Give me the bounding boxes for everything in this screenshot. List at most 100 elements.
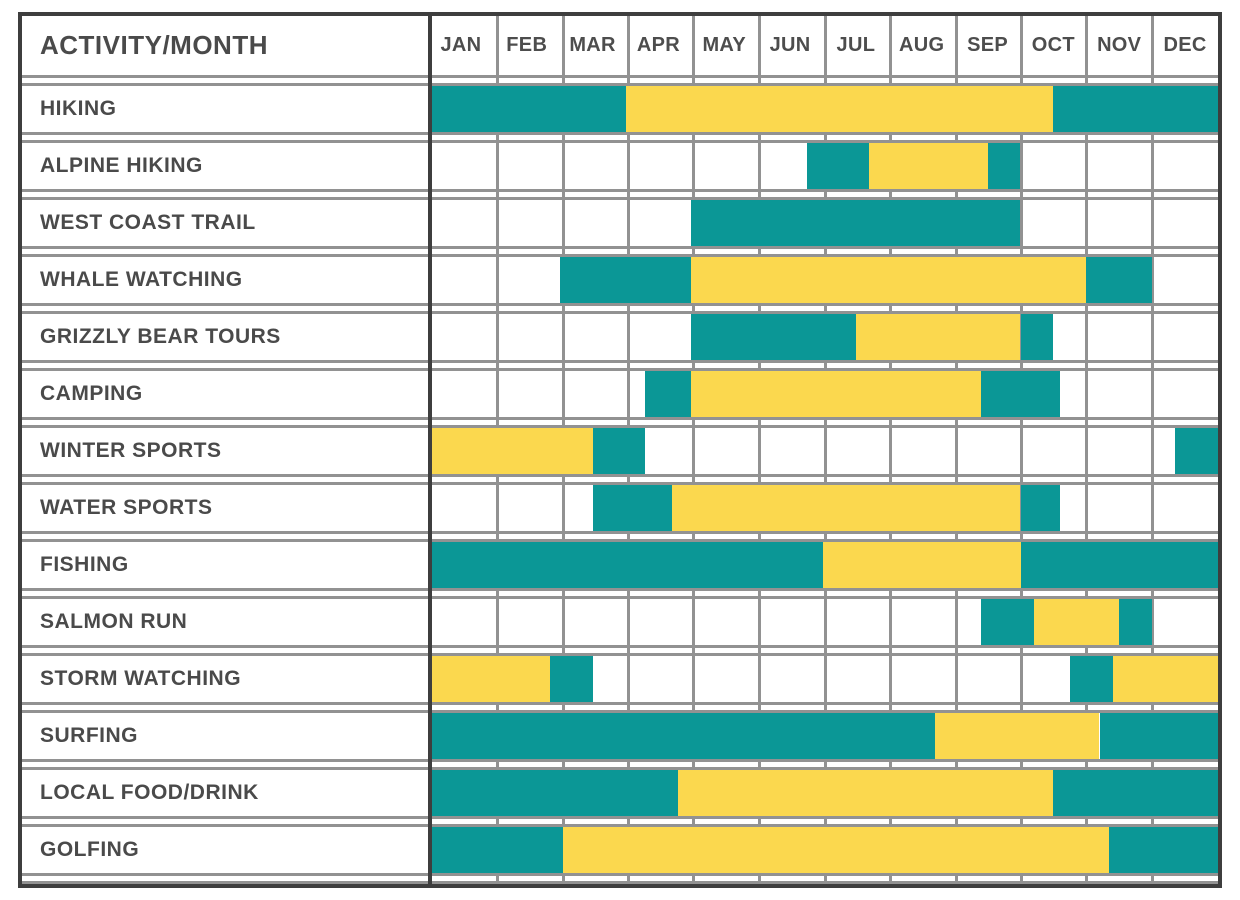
season-bar-teal [806,143,870,189]
row-separator [22,303,1218,314]
activity-row: ALPINE HIKING [22,143,1218,189]
season-bar-teal [691,200,1021,246]
separator-line [22,539,1218,542]
activity-label: WEST COAST TRAIL [40,211,256,234]
activity-row: WATER SPORTS [22,485,1218,531]
month-header-jan: JAN [440,34,482,56]
season-bar-teal [1109,827,1218,873]
separator-line [22,759,1218,762]
season-bar-yellow [855,314,1021,360]
season-bar-teal [1053,86,1218,132]
season-bar-teal [1020,542,1218,588]
activity-label: SALMON RUN [40,610,188,633]
row-separator [22,75,1218,86]
season-bar-teal [691,314,856,360]
season-bar-teal [428,770,679,816]
activity-label: SURFING [40,724,138,747]
season-bar-teal [428,713,935,759]
separator-line [22,425,1218,428]
season-bar-teal [1069,656,1113,702]
separator-line [22,360,1218,363]
activity-row: WINTER SPORTS [22,428,1218,474]
separator-line [22,311,1218,314]
month-header-jul: JUL [836,34,876,56]
season-bar-yellow [428,656,550,702]
row-separator [22,246,1218,257]
activity-label: WHALE WATCHING [40,268,243,291]
header-row: ACTIVITY/MONTH JAN FEB MAR APR MAY JUN JUL AUG S… [22,16,1218,75]
month-header-sep: SEP [967,34,1008,56]
season-bar-teal [1086,257,1153,303]
season-bar-yellow [691,257,1087,303]
activity-row: WHALE WATCHING [22,257,1218,303]
month-headers: JAN FEB MAR APR MAY JUN JUL AUG SEP OCT NOV DEC [428,16,1218,75]
month-header-aug: AUG [899,34,945,56]
activity-label: LOCAL FOOD/DRINK [40,781,259,804]
activity-label: HIKING [40,97,117,120]
season-bar-yellow [562,827,1110,873]
separator-line [22,702,1218,705]
activity-label: WINTER SPORTS [40,439,222,462]
season-bar-teal [428,86,626,132]
season-bar-teal [645,371,692,417]
column-divider [428,16,432,884]
separator-line [22,824,1218,827]
season-bar-teal [981,599,1034,645]
row-separator [22,132,1218,143]
activity-row: CAMPING [22,371,1218,417]
row-separator [22,417,1218,428]
months-cell [428,713,1218,759]
season-bar-teal [1175,428,1218,474]
separator-line [22,246,1218,249]
separator-line [22,197,1218,200]
month-header-jun: JUN [769,34,811,56]
separator-line [22,132,1218,135]
row-separator [22,474,1218,485]
table-body: HIKING ALPINE HIKING WEST COAST TRAIL WHALE… [22,75,1218,884]
activity-row: STORM WATCHING [22,656,1218,702]
season-bar-yellow [934,713,1100,759]
separator-line [22,653,1218,656]
months-cell [428,827,1218,873]
separator-line [22,417,1218,420]
season-bar-yellow [1112,656,1218,702]
month-header-oct: OCT [1031,34,1075,56]
separator-line [22,482,1218,485]
activity-month-header: ACTIVITY/MONTH [40,30,268,60]
separator-line [22,474,1218,477]
season-bar-teal [592,485,672,531]
season-bar-yellow [1033,599,1120,645]
month-header-feb: FEB [506,34,548,56]
row-separator [22,873,1218,884]
months-cell [428,143,1218,189]
activity-row: SURFING [22,713,1218,759]
season-bar-teal [987,143,1021,189]
season-bar-teal [1119,599,1153,645]
row-separator [22,360,1218,371]
activity-row: GRIZZLY BEAR TOURS [22,314,1218,360]
season-bar-teal [1020,485,1060,531]
separator-line [22,83,1218,86]
separator-line [22,710,1218,713]
activity-label: WATER SPORTS [40,496,213,519]
season-bar-teal [428,827,563,873]
row-separator [22,816,1218,827]
separator-line [22,645,1218,648]
season-bar-yellow [678,770,1054,816]
activity-label: ALPINE HIKING [40,154,203,177]
activity-row: FISHING [22,542,1218,588]
months-cell [428,656,1218,702]
months-cell [428,200,1218,246]
separator-line [22,873,1218,876]
season-bar-yellow [428,428,593,474]
season-bar-teal [592,428,646,474]
separator-line [22,75,1218,78]
separator-line [22,767,1218,770]
season-bar-yellow [869,143,988,189]
season-bar-teal [1099,713,1218,759]
season-bar-teal [549,656,593,702]
months-cell [428,770,1218,816]
row-separator [22,531,1218,542]
row-separator [22,645,1218,656]
